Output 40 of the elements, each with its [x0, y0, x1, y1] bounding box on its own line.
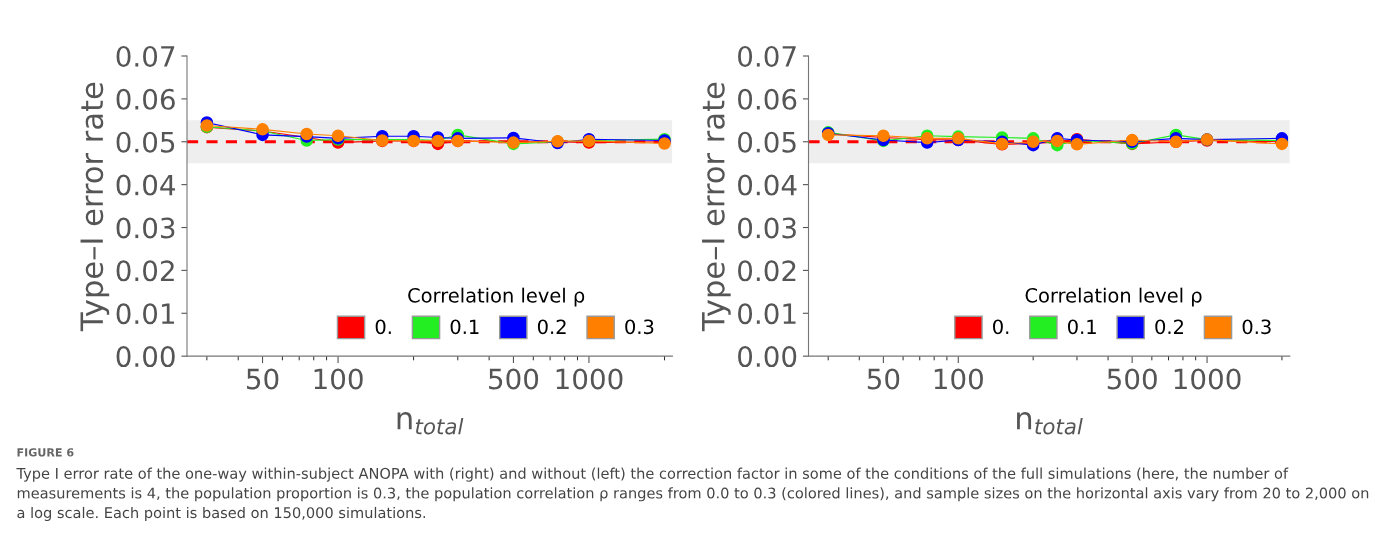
y-axis-title: Type–I error rate [702, 82, 731, 332]
legend-label: 0.3 [1242, 319, 1271, 335]
y-tick-label: 0.01 [738, 303, 796, 325]
y-tick-label: 0.05 [116, 131, 175, 153]
legend-label: 0.1 [1067, 319, 1096, 335]
y-tick-label: 0.01 [116, 303, 175, 325]
y-tick-label: 0.03 [116, 217, 175, 239]
x-axis-title: n$_{total}$ [1017, 412, 1083, 435]
y-tick-label: 0.00 [116, 346, 175, 368]
legend-label: 0.2 [1155, 319, 1183, 335]
caption: FIGURE 6 [17, 448, 74, 457]
legend-label: 0.3 [625, 319, 654, 335]
x-axis-title: n$_{total}$ [397, 412, 464, 435]
y-tick-label: 0.05 [738, 131, 796, 153]
x-tick-label: 500 [489, 368, 539, 390]
x-tick-label: 100 [314, 368, 363, 390]
x-tick-label: 1000 [1174, 368, 1241, 390]
y-tick-label: 0.00 [738, 346, 797, 368]
y-tick-label: 0.02 [738, 260, 796, 282]
x-tick-label: 100 [934, 368, 983, 390]
x-tick-label: 1000 [556, 368, 623, 390]
y-axis-title: Type–I error rate [80, 82, 110, 332]
legend-label: 0. [375, 319, 391, 335]
legend-label: 0.2 [537, 319, 566, 335]
legend-title: Correlation level ρ [1025, 287, 1202, 307]
y-tick-label: 0.07 [116, 45, 175, 67]
x-tick-label: 500 [1107, 368, 1157, 390]
y-tick-label: 0.07 [738, 45, 796, 67]
legend-label: 0.1 [450, 319, 479, 335]
y-tick-label: 0.03 [738, 217, 796, 239]
legend-label: 0. [993, 319, 1009, 335]
legend-title: Correlation level ρ [408, 287, 585, 307]
x-tick-label: 50 [867, 368, 900, 390]
y-tick-label: 0.06 [116, 88, 175, 110]
y-tick-label: 0.02 [116, 260, 174, 282]
y-tick-label: 0.04 [738, 174, 797, 196]
y-tick-label: 0.04 [116, 174, 176, 196]
x-tick-label: 50 [247, 368, 279, 390]
y-tick-label: 0.06 [738, 88, 797, 110]
text: Type I error rate of the one-way within-subject ANOPA with (right) and without (left) the correction factor in some of the conditions of the full simulations (here, the number of measurements is 4, the population proportion is 0.3, the population correlation ρ ranges from 0.0 to 0.3 (colored lines), and sample sizes on the horizontal axis vary from 20 to 2,000 on a log scale. Each point is based on 150,000 simulations. [16, 467, 1369, 522]
